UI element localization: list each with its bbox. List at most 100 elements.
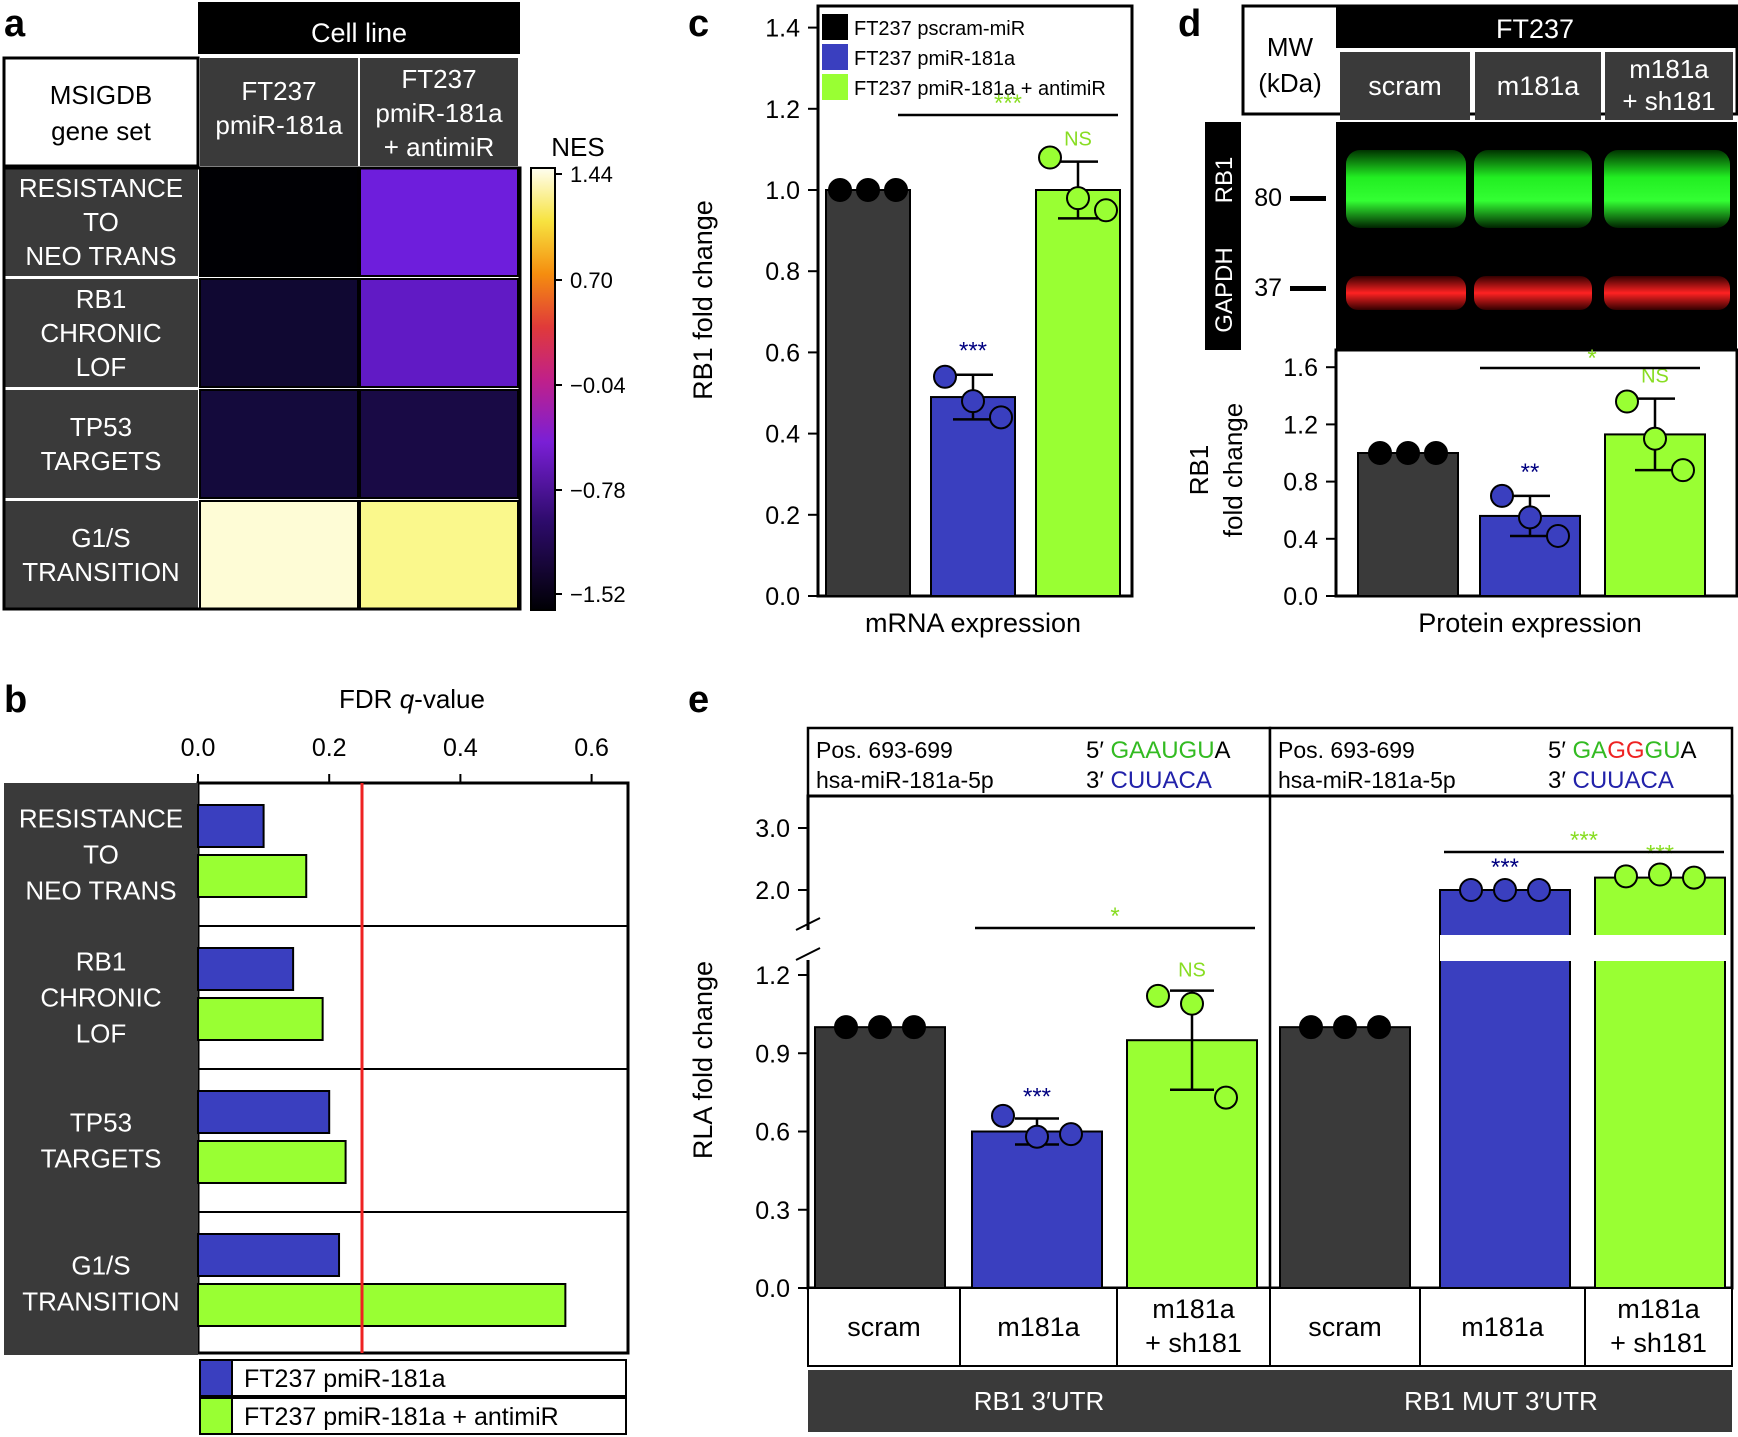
- column-header-bg: [200, 58, 358, 166]
- bar: [814, 1026, 946, 1289]
- mir-prefix: 3′: [1548, 767, 1573, 794]
- data-point: [1066, 186, 1090, 211]
- legend-swatch: [199, 1397, 233, 1435]
- colorbar-tick-label: −0.78: [570, 478, 626, 503]
- data-point: [1038, 145, 1062, 170]
- fdr-tick-label: 0.2: [312, 734, 347, 762]
- e-bracket-left-label: *: [1110, 903, 1119, 930]
- mir-seq: CUUACA: [1573, 767, 1674, 794]
- data-point: [989, 405, 1013, 430]
- data-point: [1214, 1085, 1238, 1110]
- row-label-bg: [4, 168, 198, 276]
- bar: [1279, 1026, 1411, 1289]
- panel-b-fdr-chart: FDR q-value 0.0 0.2 0.4 0.6 RESISTANCE TO NEO T…: [4, 684, 630, 1435]
- group-label-bg: [808, 1370, 1270, 1432]
- data-point: [1614, 864, 1638, 889]
- lane-label: + sh181: [1622, 86, 1715, 116]
- c-legend-label: FT237 pmiR-181a + antimiR: [854, 78, 1106, 100]
- row-header-line1: MSIGDB: [50, 80, 153, 110]
- fdr-row-label: RB1: [76, 947, 127, 977]
- fdr-row-label: G1/S: [71, 1251, 130, 1281]
- category-label-line2: + sh181: [1145, 1328, 1242, 1358]
- column-header-2: pmiR-181a: [375, 98, 503, 128]
- category-label-line1: m181a: [1152, 1294, 1236, 1324]
- significance-label: ***: [1491, 854, 1519, 881]
- row-label: CHRONIC: [40, 318, 161, 348]
- fdr-axis-title: FDR q-value: [339, 684, 485, 714]
- lane-label: scram: [1368, 71, 1442, 101]
- fdr-row-label: TO: [83, 840, 119, 870]
- category-cell: [807, 1287, 961, 1367]
- panel-a-heatmap: Cell line MSIGDB gene set FT237 pmiR-181a FT2…: [2, 2, 626, 611]
- fdr-bar: [197, 804, 265, 848]
- fdr-bar: [197, 1140, 347, 1184]
- utr-prefix: 5′: [1548, 737, 1573, 764]
- d-y-axis-title-line1: RB1: [1184, 445, 1214, 496]
- d-bracket-label: *: [1587, 345, 1596, 372]
- colorbar-tick-label: −1.52: [570, 582, 626, 607]
- blot-title-bg: [1336, 6, 1737, 48]
- fdr-row-label: LOF: [76, 1019, 127, 1049]
- mirna-sequence: 3′ CUUACA: [1548, 767, 1674, 794]
- fdr-bar: [197, 997, 324, 1041]
- data-point: [884, 178, 908, 202]
- panel-letter-a: a: [4, 3, 26, 45]
- column-header-1: pmiR-181a: [215, 110, 343, 140]
- category-cell: [1419, 1287, 1586, 1367]
- data-point: [933, 364, 957, 389]
- c-y-tick-label: 0.4: [765, 421, 800, 449]
- gapdh-band: [1604, 276, 1730, 310]
- colorbar-title: NES: [551, 132, 604, 162]
- bar: [1035, 189, 1121, 597]
- data-point: [1424, 441, 1448, 465]
- e-y-tick-label: 0.0: [755, 1275, 790, 1303]
- mw-label-line2: (kDa): [1258, 68, 1322, 98]
- e-y-tick-label: 0.3: [755, 1197, 790, 1225]
- d-y-tick-label: 1.2: [1283, 411, 1318, 439]
- utr-sequence: 5′ GAGGGUA: [1548, 737, 1697, 764]
- data-point: [1333, 1015, 1357, 1040]
- category-label-line2: + sh181: [1610, 1328, 1707, 1358]
- e-y-tick-label: 2.0: [755, 877, 790, 905]
- sequence-position: Pos. 693-699: [1278, 737, 1415, 763]
- fdr-row-label-bg: [4, 1212, 198, 1355]
- heatmap-cell: [199, 167, 359, 277]
- category-label-line1: m181a: [1617, 1294, 1701, 1324]
- row-label-bg: [4, 279, 198, 387]
- category-cell: [1584, 1287, 1733, 1367]
- row-label-bg: [4, 501, 198, 609]
- data-point: [1367, 1015, 1391, 1040]
- row-label: G1/S: [71, 523, 130, 553]
- c-x-axis-title: mRNA expression: [865, 608, 1081, 638]
- row-header-bg: [2, 56, 200, 168]
- fdr-row-label: TARGETS: [41, 1144, 162, 1174]
- legend-entry-bg: [231, 1397, 627, 1435]
- data-point: [1615, 389, 1639, 414]
- c-legend-label: FT237 pscram-miR: [854, 18, 1025, 40]
- row-label: TP53: [70, 412, 132, 442]
- row-label: TARGETS: [41, 446, 162, 476]
- utr-part: GG: [1607, 737, 1644, 764]
- fdr-bar: [197, 854, 308, 898]
- mw-marker-bar: [1290, 286, 1326, 291]
- c-y-tick-label: 1.2: [765, 96, 800, 124]
- fdr-tick-label: 0.6: [574, 734, 609, 762]
- data-point: [1059, 1122, 1083, 1147]
- data-point: [961, 389, 985, 414]
- fdr-bar: [197, 947, 295, 991]
- mir-seq: CUUACA: [1111, 767, 1212, 794]
- fdr-bar: [197, 1090, 331, 1134]
- column-header-1: FT237: [241, 76, 316, 106]
- c-legend-swatch: [822, 44, 848, 70]
- bar: [1357, 452, 1459, 597]
- mir-prefix: 3′: [1086, 767, 1111, 794]
- c-y-tick-label: 0.6: [765, 339, 800, 367]
- data-point: [868, 1015, 892, 1040]
- c-legend-swatch: [822, 14, 848, 40]
- row-label: LOF: [76, 352, 127, 382]
- c-y-tick-label: 0.8: [765, 258, 800, 286]
- row-label: TRANSITION: [22, 557, 179, 587]
- category-label: m181a: [1461, 1312, 1545, 1342]
- colorbar-tick-label: −0.04: [570, 373, 626, 398]
